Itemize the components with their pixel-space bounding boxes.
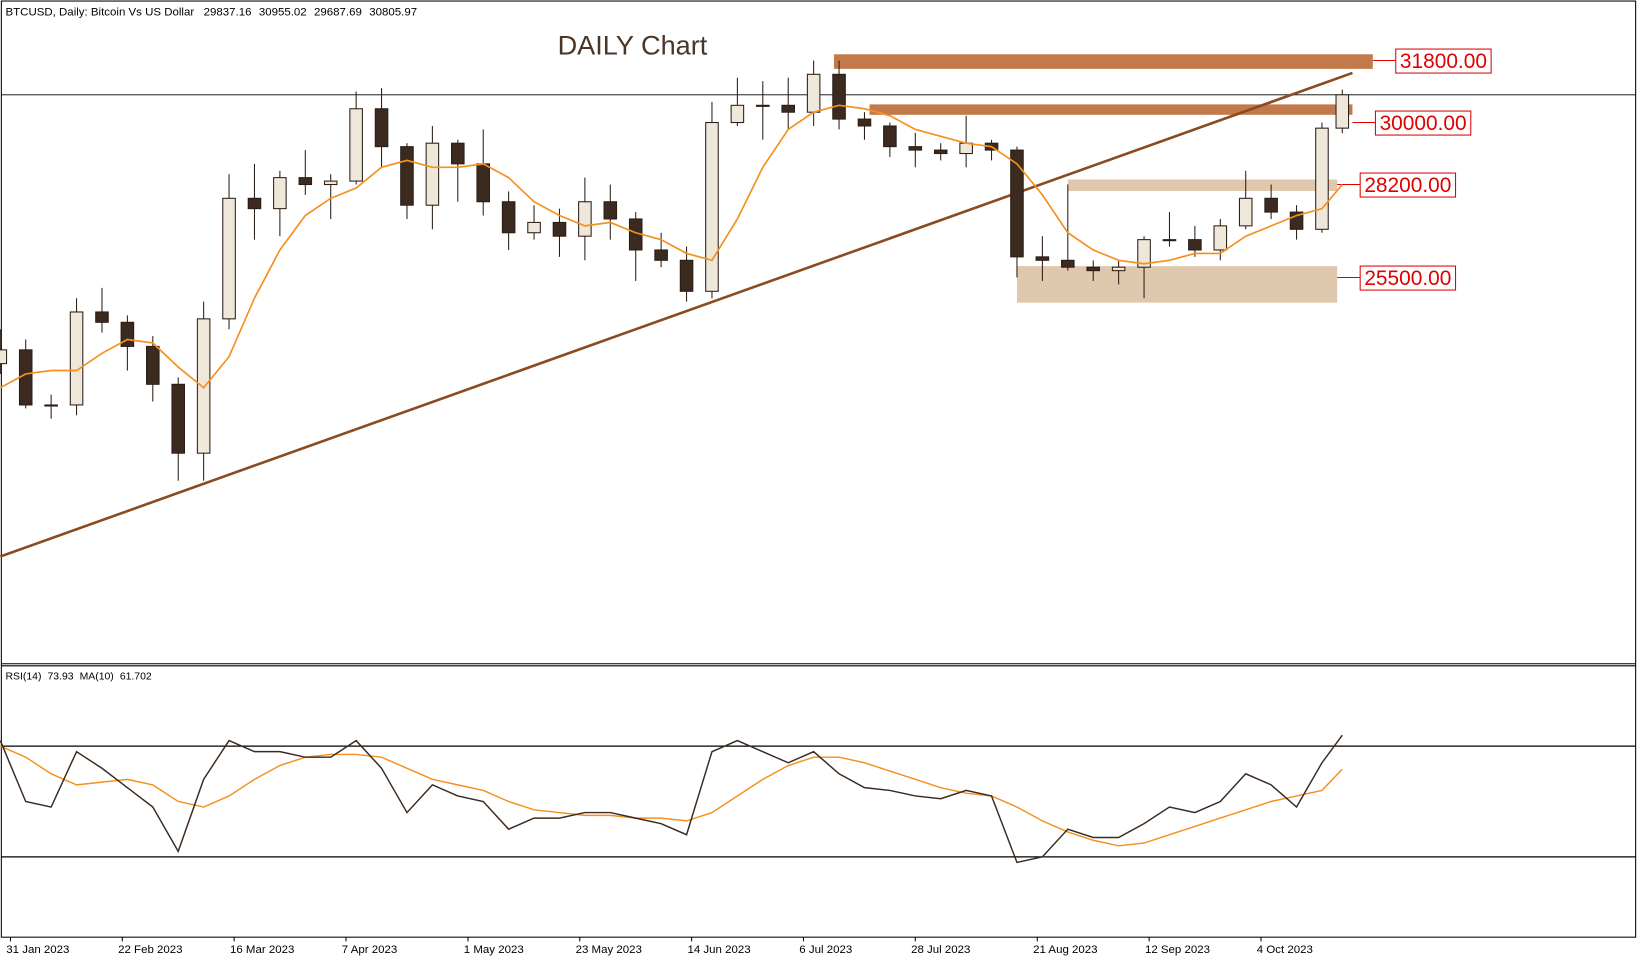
candle-body bbox=[832, 73, 846, 120]
rsi-ma-name: MA(10) bbox=[80, 671, 114, 682]
candle-body bbox=[196, 318, 211, 454]
zone bbox=[1016, 266, 1338, 303]
moving-average bbox=[0, 104, 1343, 389]
candle-body bbox=[756, 104, 770, 107]
trendline bbox=[0, 71, 1353, 558]
candle-body bbox=[1264, 197, 1278, 213]
ohlc-close: 30805.97 bbox=[369, 7, 417, 19]
candle-body bbox=[222, 197, 236, 320]
candle-body bbox=[1010, 149, 1024, 258]
candle-body bbox=[171, 383, 186, 454]
candle-body bbox=[857, 118, 872, 127]
candle-body bbox=[603, 201, 618, 220]
level-label-box bbox=[1374, 110, 1472, 136]
candle-body bbox=[1162, 239, 1177, 242]
candle-body bbox=[247, 197, 262, 210]
candle-body bbox=[146, 345, 160, 385]
candle-body bbox=[679, 259, 694, 292]
level-label: 30000.00 bbox=[1380, 112, 1467, 135]
ohlc-open: 29837.16 bbox=[204, 7, 252, 19]
candle-body bbox=[781, 104, 795, 113]
x-tick-label: 23 May 2023 bbox=[576, 944, 642, 956]
rsi-value: 73.93 bbox=[47, 671, 73, 682]
candle-body bbox=[273, 177, 287, 210]
candle-body bbox=[1035, 256, 1050, 261]
ohlc-high: 30955.02 bbox=[259, 7, 307, 19]
candle-body bbox=[1238, 197, 1253, 227]
zone bbox=[833, 54, 1373, 69]
level-label: 25500.00 bbox=[1364, 267, 1451, 290]
x-tick-label: 21 Aug 2023 bbox=[1033, 944, 1097, 956]
candle-body bbox=[1315, 127, 1329, 230]
x-tick-label: 16 Mar 2023 bbox=[230, 944, 294, 956]
candle-body bbox=[578, 201, 592, 237]
x-tick-label: 1 May 2023 bbox=[464, 944, 524, 956]
level-label-box bbox=[1395, 48, 1492, 74]
x-tick-label: 7 Apr 2023 bbox=[342, 944, 397, 956]
symbol: BTCUSD, Daily: Bitcoin Vs US Dollar bbox=[6, 7, 195, 19]
x-tick-label: 22 Feb 2023 bbox=[118, 944, 182, 956]
candle-body bbox=[730, 104, 745, 124]
candle-body bbox=[425, 142, 440, 206]
zone bbox=[1067, 179, 1338, 192]
chart-header: BTCUSD, Daily: Bitcoin Vs US Dollar 2983… bbox=[6, 7, 418, 19]
candle-body bbox=[552, 221, 567, 237]
candle-body bbox=[1213, 225, 1228, 251]
rsi-name: RSI(14) bbox=[6, 671, 42, 682]
candle-body bbox=[1188, 239, 1202, 251]
level-label: 28200.00 bbox=[1364, 174, 1451, 197]
level-label-box bbox=[1359, 172, 1457, 198]
candle-body bbox=[1335, 94, 1350, 129]
candle-body bbox=[527, 221, 541, 234]
candle-body bbox=[1061, 259, 1075, 268]
candle-body bbox=[451, 142, 465, 165]
level-label-box bbox=[1359, 265, 1457, 291]
candle-body bbox=[374, 108, 389, 148]
x-tick-label: 31 Jan 2023 bbox=[6, 944, 69, 956]
candle-body bbox=[883, 125, 897, 148]
x-tick-label: 28 Jul 2023 bbox=[911, 944, 970, 956]
candle-body bbox=[806, 73, 821, 113]
candle-body bbox=[349, 108, 363, 182]
candle-body bbox=[476, 163, 491, 203]
zone bbox=[869, 104, 1353, 115]
candle-body bbox=[69, 311, 84, 406]
candle-body bbox=[1111, 266, 1126, 272]
candle-body bbox=[400, 146, 414, 206]
x-tick-label: 14 Jun 2023 bbox=[687, 944, 750, 956]
rsi-header: RSI(14) 73.93 MA(10) 61.702 bbox=[6, 671, 152, 682]
ohlc-low: 29687.69 bbox=[314, 7, 362, 19]
candle-body bbox=[323, 180, 338, 186]
x-tick-label: 12 Sep 2023 bbox=[1145, 944, 1210, 956]
candle-body bbox=[0, 349, 8, 365]
candle-body bbox=[654, 249, 668, 261]
level-label: 31800.00 bbox=[1400, 50, 1487, 73]
x-tick-label: 4 Oct 2023 bbox=[1257, 944, 1313, 956]
candle-body bbox=[959, 142, 973, 155]
x-tick-label: 6 Jul 2023 bbox=[799, 944, 852, 956]
candle-body bbox=[18, 349, 33, 406]
candle-body bbox=[1137, 239, 1151, 268]
candle-body bbox=[705, 122, 719, 292]
candle-body bbox=[1086, 266, 1100, 272]
candle-body bbox=[95, 311, 109, 323]
candle-body bbox=[501, 201, 516, 234]
rsi-line bbox=[0, 745, 1343, 847]
candle-body bbox=[908, 146, 923, 151]
chart-title: DAILY Chart bbox=[558, 29, 708, 60]
candle-body bbox=[298, 177, 313, 186]
candle-body bbox=[933, 149, 948, 155]
candle-body bbox=[44, 404, 58, 407]
rsi-ma-value: 61.702 bbox=[120, 671, 152, 682]
rsi-line bbox=[0, 734, 1343, 864]
